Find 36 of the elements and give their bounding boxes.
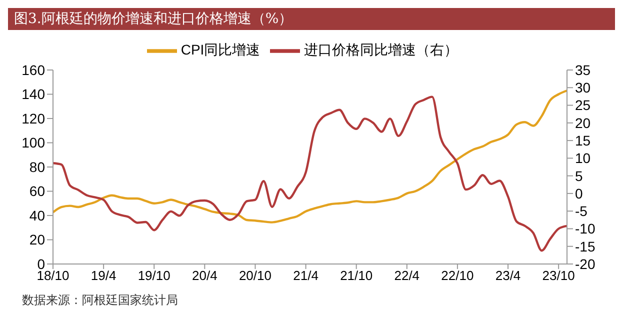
y2-tick-label: 25 (575, 97, 591, 114)
y2-tick-label: 0 (575, 185, 583, 202)
line-series (53, 90, 567, 224)
x-tick-label: 22/4 (394, 268, 420, 284)
y-tick-label: 40 (29, 207, 46, 224)
y2-tick-label: -5 (575, 203, 588, 220)
legend-label: 进口价格同比增速（右） (304, 42, 458, 58)
y-tick-label: 160 (22, 62, 46, 78)
y2-tick-label: -20 (575, 256, 596, 272)
chart-title: 图3.阿根廷的物价增速和进口价格增速（%） (8, 8, 615, 30)
y-tick-label: 80 (29, 158, 46, 175)
x-tick-label: 19/10 (138, 268, 170, 284)
x-tick-label: 20/4 (192, 268, 218, 284)
y2-tick-label: 35 (575, 62, 591, 78)
y2-tick-label: -15 (575, 238, 596, 254)
y-tick-label: 100 (22, 134, 46, 151)
x-tick-label: 23/4 (495, 268, 521, 284)
y2-tick-label: 15 (575, 132, 591, 149)
y2-tick-label: 20 (575, 114, 591, 131)
y-tick-label: 120 (22, 110, 46, 126)
x-tick-label: 23/10 (542, 268, 575, 284)
y-tick-label: 60 (29, 183, 46, 200)
y-tick-label: 140 (22, 86, 46, 102)
x-tick-label: 20/10 (238, 268, 272, 284)
source-note: 数据来源：阿根廷国家统计局 (21, 292, 179, 309)
y-tick-label: 20 (29, 232, 46, 248)
x-tick-label: 21/4 (293, 268, 318, 284)
y2-tick-label: 5 (575, 168, 583, 184)
y2-tick-label: -10 (575, 220, 596, 237)
line-series (53, 96, 567, 252)
legend-label: CPI同比增速 (180, 42, 260, 58)
y2-tick-label: 30 (575, 80, 591, 96)
x-tick-label: 21/10 (340, 268, 373, 284)
x-tick-label: 19/4 (90, 268, 116, 284)
x-tick-label: 22/10 (441, 268, 474, 284)
y2-tick-label: 10 (575, 150, 591, 166)
